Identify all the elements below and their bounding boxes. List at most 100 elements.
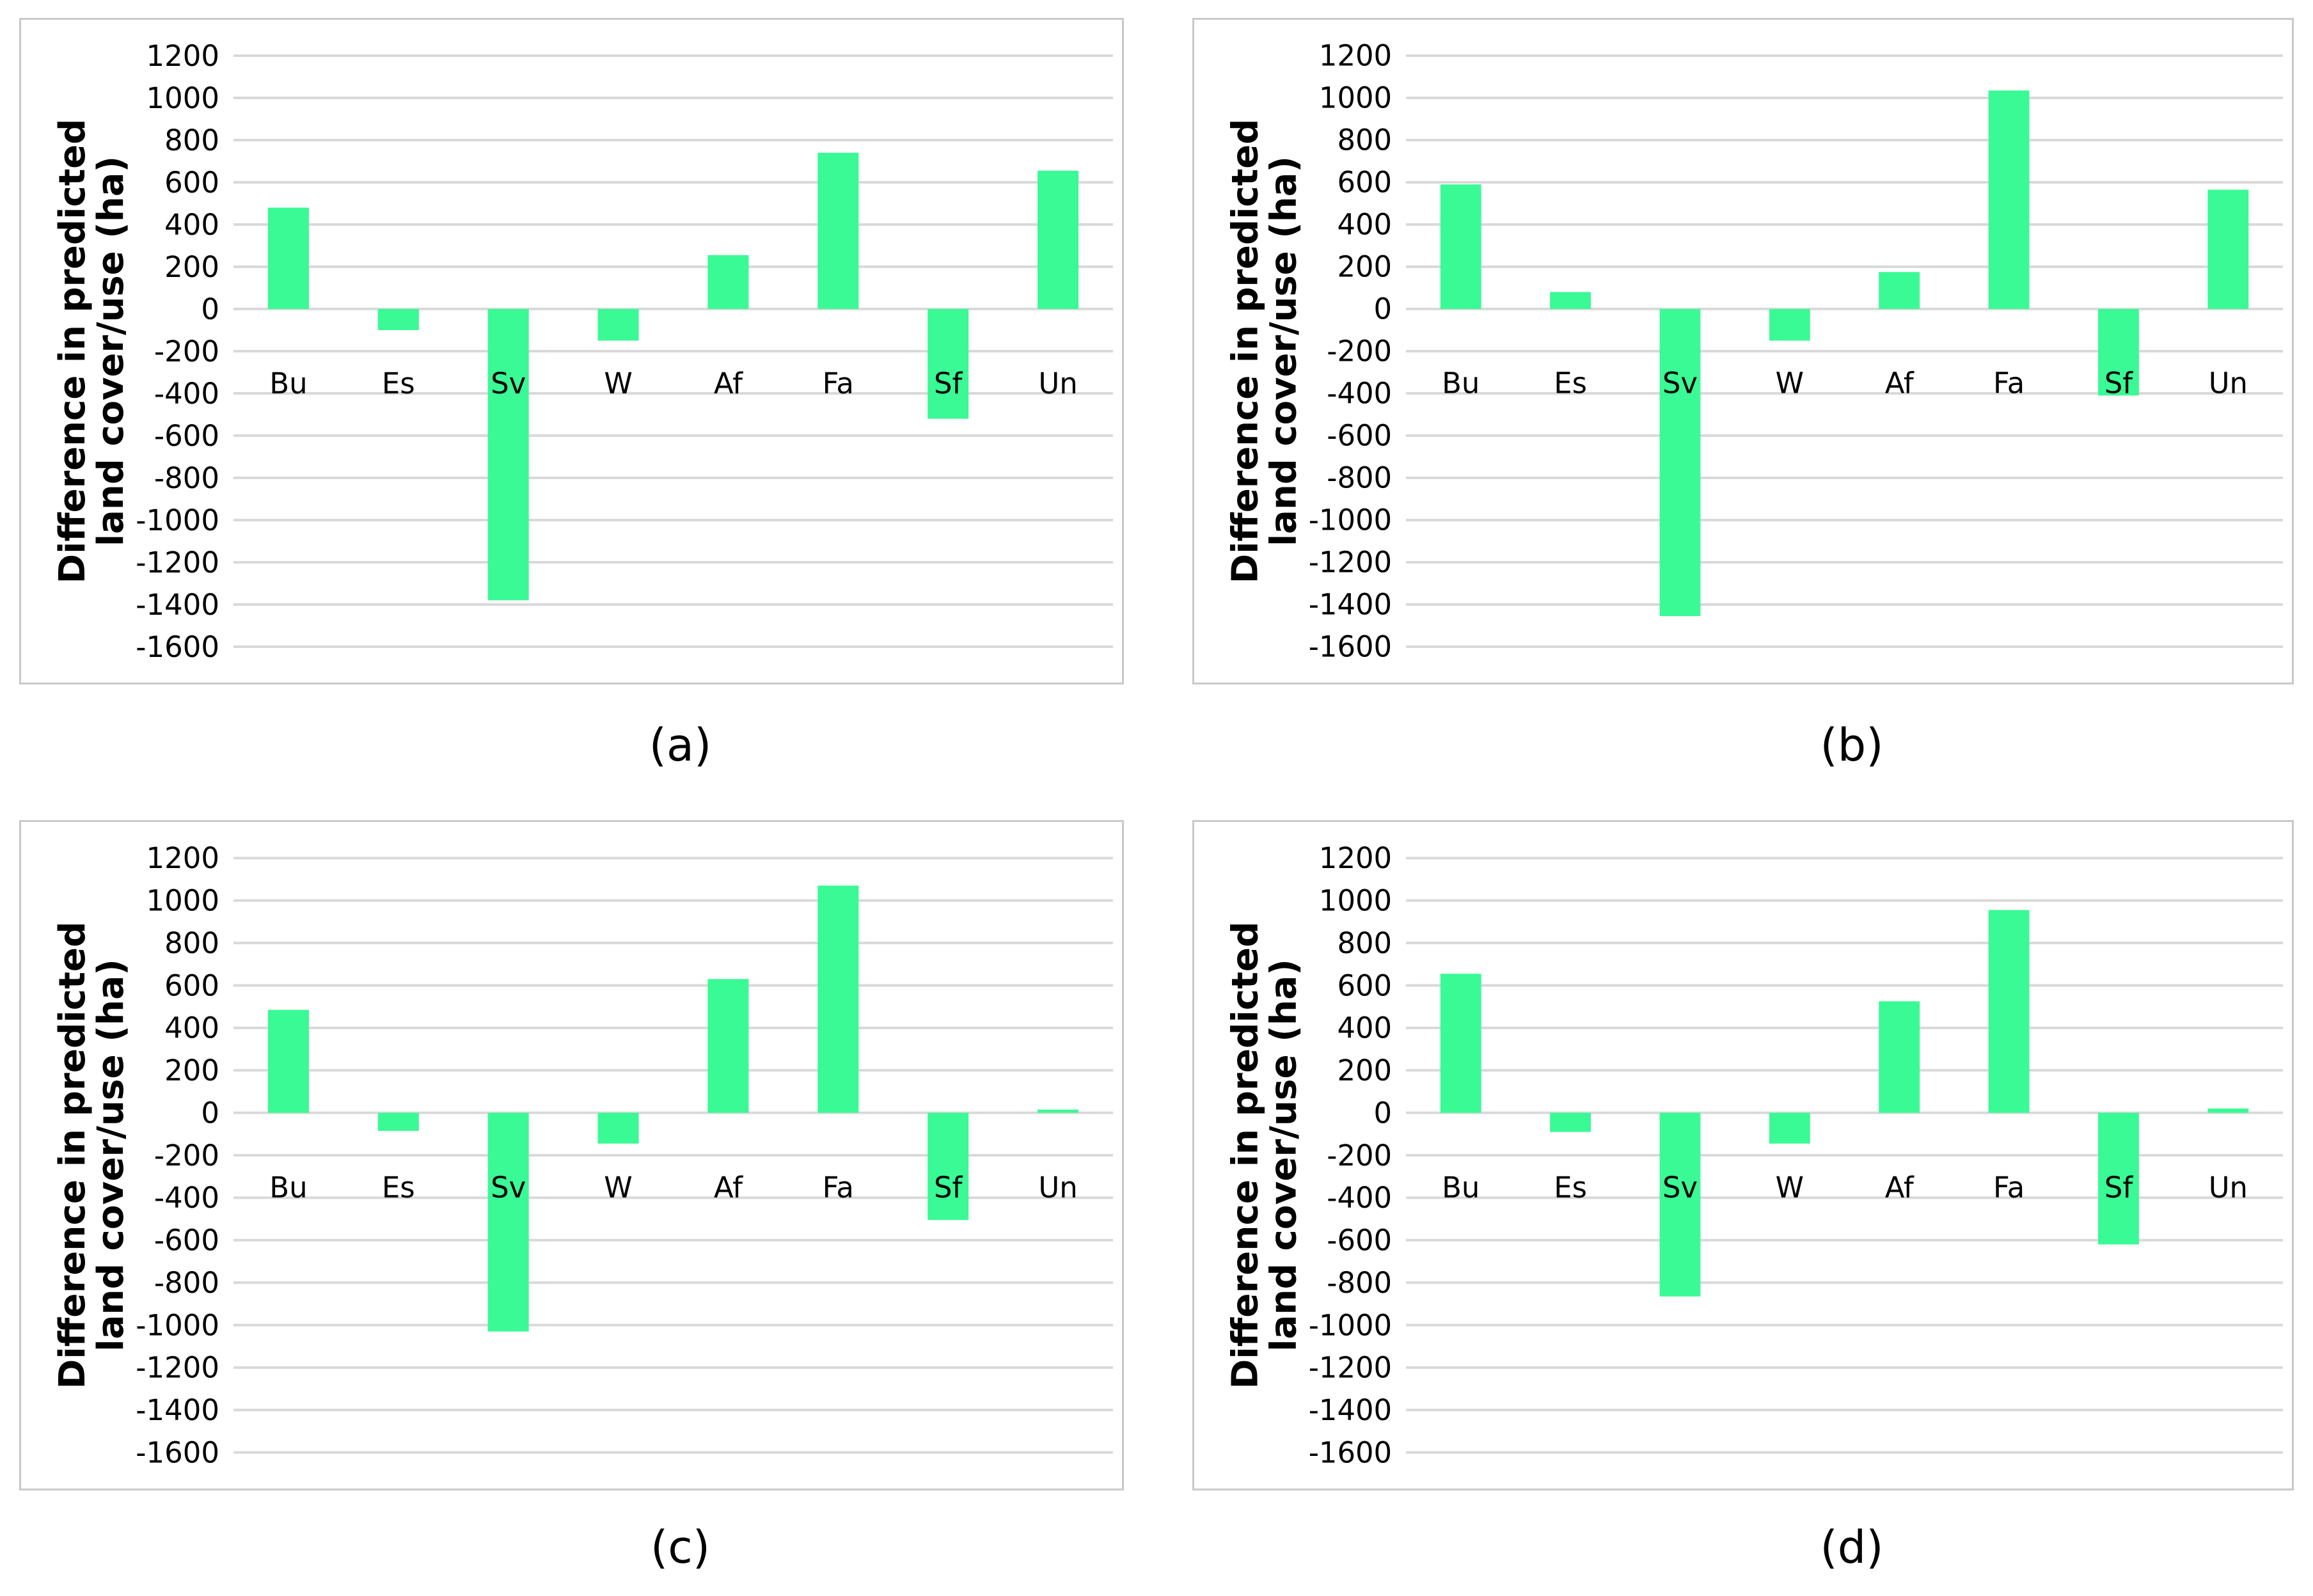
y-tick-label--1600: -1600 (136, 1435, 219, 1469)
bar-Sf (928, 1112, 969, 1221)
bar-Es (1550, 1112, 1591, 1132)
y-tick-label--1000: -1000 (1309, 1308, 1392, 1342)
y-tick-label--800: -800 (1327, 1266, 1392, 1300)
y-tick-label-0: 0 (1374, 1096, 1393, 1130)
y-tick-label-400: 400 (1337, 208, 1392, 242)
chart-caption-c: (c) (650, 1521, 711, 1574)
bar-chart-svg-c: 1200 1000 800 600 400 200 0 -200 -400 -600 -800 -10… (52, 841, 1113, 1470)
bar-Af (1879, 272, 1920, 309)
bar-Fa (1988, 910, 2030, 1113)
x-category-label-Sf: Sf (934, 367, 963, 400)
y-tick-label-600: 600 (1337, 166, 1392, 200)
y-tick-label-200: 200 (1337, 250, 1392, 284)
bar-Un (2207, 1108, 2249, 1113)
y-tick-label-1000: 1000 (1319, 883, 1392, 917)
x-category-label-Sf: Sf (2104, 367, 2133, 400)
y-axis-title-line1: Difference in predicted (1225, 119, 1267, 584)
y-axis-title-line2: land cover/use (ha) (90, 156, 132, 546)
x-category-label-W: W (1776, 367, 1804, 400)
y-axis-title-line2: land cover/use (ha) (1263, 156, 1305, 546)
bar-Un (1038, 170, 1079, 309)
bar-W (1769, 1112, 1810, 1144)
y-tick-label-1200: 1200 (146, 39, 219, 73)
x-category-label-Fa: Fa (1993, 1171, 2025, 1205)
bar-Sv (1659, 1112, 1701, 1297)
chart-caption-a: (a) (649, 719, 712, 771)
x-category-label-Sf: Sf (934, 1171, 963, 1205)
x-category-label-Es: Es (382, 367, 415, 400)
chart-caption-d: (d) (1820, 1521, 1884, 1574)
y-axis-title-line2: land cover/use (ha) (90, 959, 132, 1352)
bar-Un (1038, 1109, 1079, 1113)
y-tick-label-200: 200 (164, 1054, 219, 1087)
x-category-label-Un: Un (2209, 367, 2248, 400)
y-tick-label-1000: 1000 (1319, 81, 1392, 115)
x-category-label-Bu: Bu (269, 1171, 307, 1205)
y-tick-label-800: 800 (1337, 926, 1392, 960)
y-tick-label--400: -400 (1327, 377, 1392, 411)
chart-panel-b: 1200 1000 800 600 400 200 0 -200 -400 -600 -800 -10… (1192, 18, 2294, 684)
y-axis-title-line2: land cover/use (ha) (1263, 959, 1305, 1352)
y-tick-label--1400: -1400 (136, 588, 219, 622)
x-category-label-W: W (1776, 1171, 1804, 1205)
x-category-label-Af: Af (714, 1171, 743, 1205)
x-category-label-Sv: Sv (491, 1171, 526, 1205)
bar-Sv (487, 309, 529, 601)
x-category-label-Bu: Bu (269, 367, 307, 400)
bar-Bu (267, 207, 309, 309)
y-tick-label--800: -800 (154, 461, 219, 495)
bar-Af (1879, 1001, 1920, 1113)
y-tick-label-600: 600 (1337, 968, 1392, 1002)
y-tick-label-400: 400 (164, 208, 219, 242)
y-tick-label-1200: 1200 (1319, 841, 1392, 875)
y-tick-label--400: -400 (1327, 1181, 1392, 1215)
x-category-label-Sv: Sv (491, 367, 526, 400)
y-tick-label--600: -600 (154, 419, 219, 453)
y-tick-label--200: -200 (1327, 335, 1392, 368)
x-category-label-Sf: Sf (2104, 1171, 2133, 1205)
y-tick-label--1600: -1600 (136, 630, 219, 664)
y-tick-label-0: 0 (201, 292, 219, 326)
bar-chart-svg-d: 1200 1000 800 600 400 200 0 -200 -400 -600 -800 -10… (1225, 841, 2284, 1470)
y-tick-label--1000: -1000 (136, 503, 219, 537)
y-tick-label-200: 200 (164, 250, 219, 284)
x-category-label-Fa: Fa (823, 367, 854, 400)
y-tick-label-1200: 1200 (1319, 39, 1392, 73)
y-tick-label-800: 800 (164, 123, 219, 157)
y-tick-label--200: -200 (154, 335, 219, 368)
y-tick-label--200: -200 (154, 1139, 219, 1173)
y-tick-label--800: -800 (1327, 461, 1392, 495)
bar-W (597, 309, 639, 341)
x-category-label-Af: Af (714, 367, 743, 400)
y-tick-label-600: 600 (164, 166, 219, 200)
y-tick-label--1200: -1200 (1309, 546, 1392, 580)
y-tick-label-800: 800 (164, 926, 219, 960)
bar-Un (2207, 189, 2249, 309)
y-axis-title-line1: Difference in predicted (1225, 922, 1267, 1389)
bar-Bu (1440, 974, 1481, 1113)
x-category-label-Un: Un (1038, 367, 1077, 400)
y-tick-label-400: 400 (164, 1011, 219, 1045)
y-tick-label--1600: -1600 (1309, 1435, 1392, 1469)
x-category-label-Es: Es (382, 1171, 415, 1205)
bar-Bu (267, 1009, 309, 1113)
bar-W (1769, 309, 1810, 341)
bar-Fa (817, 885, 859, 1113)
y-tick-label--400: -400 (154, 377, 219, 411)
x-category-label-Bu: Bu (1442, 1171, 1480, 1205)
y-tick-label--400: -400 (154, 1181, 219, 1215)
chart-panel-a: 1200 1000 800 600 400 200 0 -200 -400 -600 -800 -10… (19, 18, 1124, 684)
x-category-label-Af: Af (1885, 367, 1914, 400)
y-tick-label-200: 200 (1337, 1054, 1392, 1087)
y-tick-label--1200: -1200 (136, 546, 219, 580)
y-axis-title-line1: Difference in predicted (52, 922, 93, 1389)
bar-Fa (817, 152, 859, 309)
bar-Af (707, 979, 749, 1113)
chart-caption-b: (b) (1820, 719, 1884, 771)
y-tick-label--800: -800 (154, 1266, 219, 1300)
y-tick-label-0: 0 (1374, 292, 1393, 326)
chart-panel-d: 1200 1000 800 600 400 200 0 -200 -400 -600 -800 -10… (1192, 820, 2294, 1490)
y-tick-label-1000: 1000 (146, 81, 219, 115)
y-tick-label--600: -600 (154, 1223, 219, 1257)
